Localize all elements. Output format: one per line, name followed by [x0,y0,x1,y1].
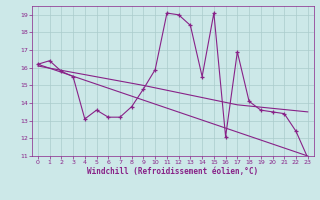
X-axis label: Windchill (Refroidissement éolien,°C): Windchill (Refroidissement éolien,°C) [87,167,258,176]
